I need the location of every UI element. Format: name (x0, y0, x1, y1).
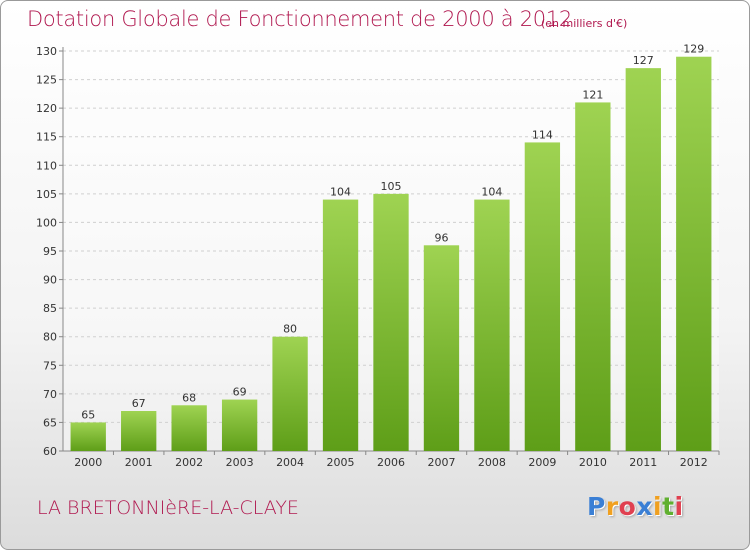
x-tick-label: 2009 (528, 456, 556, 469)
data-label: 105 (381, 180, 402, 193)
y-tick-label: 115 (36, 131, 57, 144)
y-tick-label: 85 (43, 302, 57, 315)
y-tick-label: 80 (43, 331, 57, 344)
data-label: 80 (283, 323, 297, 336)
logo-letter: o (618, 492, 637, 521)
x-tick-label: 2012 (680, 456, 708, 469)
bar (121, 411, 157, 451)
x-tick-label: 2006 (377, 456, 405, 469)
bar (575, 102, 611, 451)
y-tick-label: 60 (43, 445, 57, 458)
proxiti-logo[interactable]: Proxiti (587, 492, 684, 521)
y-tick-label: 100 (36, 216, 57, 229)
x-tick-label: 2005 (327, 456, 355, 469)
data-label: 114 (532, 128, 553, 141)
y-tick-label: 75 (43, 359, 57, 372)
bar (524, 142, 561, 451)
data-label: 104 (481, 186, 502, 199)
data-label: 129 (683, 43, 704, 56)
x-tick-label: 2007 (427, 456, 455, 469)
logo-letter: t (662, 492, 675, 521)
x-tick-label: 2001 (125, 456, 153, 469)
x-tick-label: 2000 (74, 456, 102, 469)
x-tick-label: 2011 (629, 456, 657, 469)
commune-name: LA BRETONNIèRE-LA-CLAYE (37, 497, 299, 519)
y-tick-label: 125 (36, 74, 57, 87)
y-tick-label: 70 (43, 388, 57, 401)
bar (474, 199, 510, 451)
bar (676, 56, 712, 451)
chart-title: Dotation Globale de Fonctionnement de 20… (27, 7, 572, 31)
logo-letter: P (587, 492, 606, 521)
data-label: 127 (633, 54, 654, 67)
x-tick-label: 2002 (175, 456, 203, 469)
y-tick-label: 120 (36, 102, 57, 115)
bar (70, 422, 106, 451)
bar (625, 68, 661, 452)
x-tick-label: 2003 (226, 456, 254, 469)
data-label: 68 (182, 391, 196, 404)
bar (322, 199, 359, 451)
logo-letter: r (605, 492, 619, 521)
data-label: 96 (434, 231, 448, 244)
x-tick-label: 2004 (276, 456, 304, 469)
unit-label: (en milliers d'€) (541, 17, 628, 30)
x-tick-label: 2010 (579, 456, 607, 469)
data-label: 67 (132, 397, 146, 410)
y-tick-label: 65 (43, 416, 57, 429)
data-label: 69 (233, 386, 247, 399)
logo-letter: x (636, 492, 653, 521)
y-tick-label: 105 (36, 188, 57, 201)
x-tick-label: 2008 (478, 456, 506, 469)
bar (221, 399, 258, 451)
logo-letter: i (653, 492, 663, 521)
y-tick-label: 90 (43, 274, 57, 287)
bar (373, 193, 409, 451)
data-label: 65 (81, 408, 95, 421)
data-label: 121 (582, 88, 603, 101)
y-tick-label: 130 (36, 45, 57, 58)
bar (171, 405, 207, 451)
y-tick-label: 110 (36, 159, 57, 172)
bar (272, 336, 308, 451)
logo-letter: i (674, 492, 684, 521)
data-label: 104 (330, 186, 351, 199)
y-tick-label: 95 (43, 245, 57, 258)
bar (423, 245, 460, 451)
